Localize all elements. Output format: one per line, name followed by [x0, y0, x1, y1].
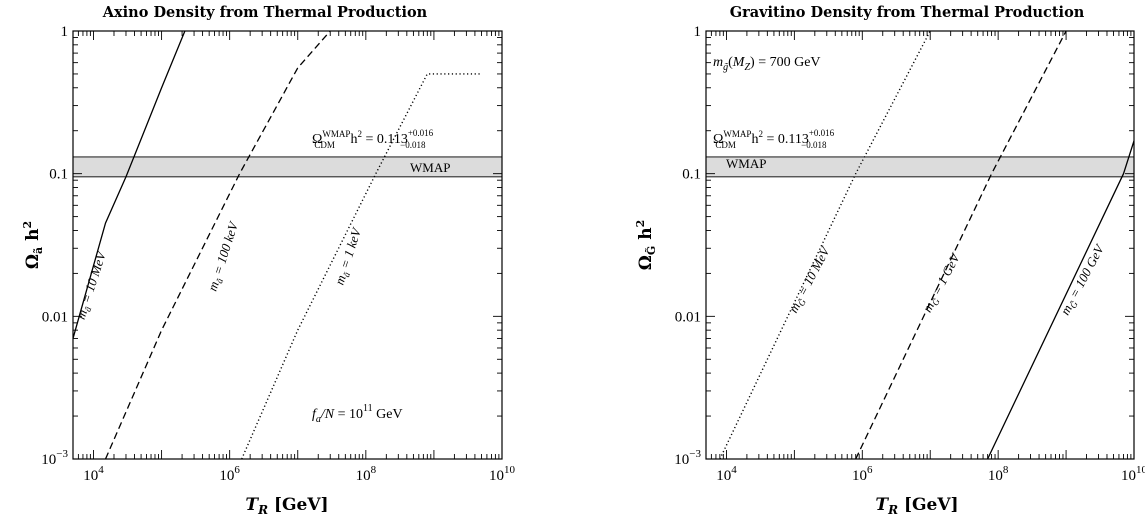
gravitino-x-tick-label: 108 [988, 464, 1009, 484]
svg-text:mG̃ = 1 GeV: mG̃ = 1 GeV [919, 249, 965, 315]
gravitino-wmap-band [705, 156, 1135, 178]
gravitino-y-tick-label: 0.01 [675, 309, 701, 325]
axino-x-axis-label: TR [GeV] [245, 495, 328, 517]
gravitino-series-2 [855, 31, 1067, 459]
gravitino-label-1gev: mG̃ = 1 GeV [919, 249, 965, 315]
axino-fa-annotation: fa/N = 1011 GeV [312, 403, 403, 425]
axino-series-1 [73, 31, 186, 339]
svg-text:mG̃ = 10 MeV: mG̃ = 10 MeV [786, 243, 836, 316]
axino-label-10mev: mã = 10 MeV [73, 248, 111, 322]
gravitino-x-axis-label: TR [GeV] [875, 495, 958, 517]
axino-chart-title: Axino Density from Thermal Production [102, 4, 428, 21]
gravitino-y-tick-label: 1 [694, 24, 702, 40]
gravitino-series-1 [719, 31, 931, 459]
gravitino-x-tick-label: 106 [852, 464, 873, 484]
axino-y-tick-label: 10−3 [41, 448, 68, 468]
gravitino-series-3 [987, 140, 1134, 459]
gravitino-x-tick-label: 1010 [1121, 464, 1145, 484]
axino-wmap-annotation: ΩWMAP CDM h2 = 0.113+0.016 −0.018 [312, 128, 434, 150]
gravitino-panel: Gravitino Density from Thermal Productio… [634, 4, 1145, 517]
axino-label-100kev: mã = 100 keV [205, 218, 244, 293]
axino-wmap-band-label: WMAP [410, 160, 450, 175]
axino-y-tick-label: 0.1 [49, 167, 68, 183]
axino-label-1kev: mã = 1 keV [332, 225, 367, 288]
axino-x-tick-label: 1010 [489, 464, 516, 484]
axino-y-tick-label: 0.01 [42, 309, 68, 325]
svg-text:mã = 1 keV: mã = 1 keV [332, 225, 367, 288]
axino-panel: Axino Density from Thermal Production 10… [21, 4, 516, 517]
axino-plot-frame [72, 30, 503, 460]
gluino-mass-annotation: mg̃(MZ) = 700 GeV [713, 55, 821, 73]
gravitino-chart-title: Gravitino Density from Thermal Productio… [730, 4, 1085, 21]
axino-series-2 [104, 31, 331, 459]
gravitino-plot-frame [705, 30, 1135, 460]
svg-text:Ωã h2: Ωã h2 [21, 221, 45, 269]
axino-series-3 [241, 73, 482, 459]
gravitino-label-100gev: mG̃ = 100 GeV [1057, 241, 1109, 319]
gravitino-wmap-annotation: ΩWMAP CDM h2 = 0.113+0.016 −0.018 [713, 128, 835, 150]
axino-x-tick-label: 108 [356, 464, 377, 484]
gravitino-y-axis-label: ΩG̃ h2 [634, 220, 658, 270]
svg-text:mG̃ = 100 GeV: mG̃ = 100 GeV [1057, 241, 1109, 319]
svg-text:ΩG̃ h2: ΩG̃ h2 [634, 220, 658, 270]
axino-y-tick-label: 1 [61, 24, 69, 40]
gravitino-y-tick-label: 10−3 [674, 448, 701, 468]
svg-text:mã = 10 MeV: mã = 10 MeV [73, 248, 111, 322]
svg-text:mã = 100 keV: mã = 100 keV [205, 218, 244, 293]
gravitino-x-tick-label: 104 [716, 464, 737, 484]
gravitino-label-10mev: mG̃ = 10 MeV [786, 243, 836, 316]
axino-y-axis-label: Ωã h2 [21, 221, 45, 269]
axino-x-tick-label: 104 [83, 464, 104, 484]
axino-x-tick-label: 106 [219, 464, 240, 484]
gravitino-y-tick-label: 0.1 [682, 167, 701, 183]
gravitino-wmap-band-label: WMAP [726, 156, 766, 171]
